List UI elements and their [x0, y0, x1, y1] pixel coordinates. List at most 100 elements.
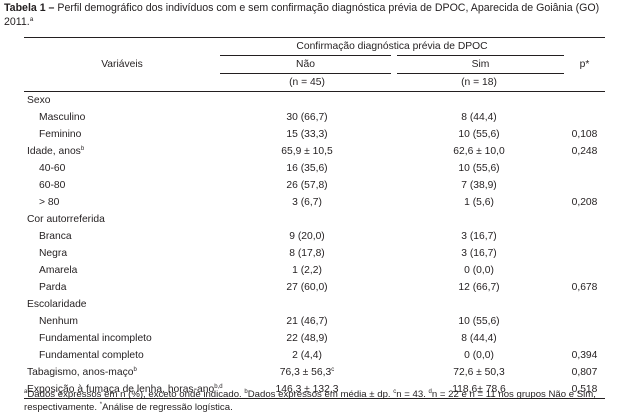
- table-caption: Tabela 1 – Perfil demográfico dos indiví…: [4, 2, 616, 29]
- table-row: Tabagismo, anos-maçob 76,3 ± 56,3c 72,6 ± …: [24, 364, 605, 381]
- footnote-marker-c: c: [393, 389, 397, 395]
- row-label-text: Tabagismo, anos-maço: [27, 367, 134, 378]
- header-row-group: Variáveis Confirmação diagnóstica prévia…: [24, 37, 605, 92]
- cell-no: 16 (35,6): [220, 160, 394, 177]
- table-row: Escolaridade: [24, 296, 605, 313]
- row-label-text: Escolaridade: [27, 299, 87, 310]
- caption-text: Perfil demográfico dos indivíduos com e …: [4, 2, 600, 28]
- cell-yes: [394, 92, 564, 110]
- cell-no: 21 (46,7): [220, 313, 394, 330]
- cell-no-value: 26 (57,8): [286, 180, 328, 191]
- cell-no-value: 9 (20,0): [289, 231, 325, 242]
- caption-label: Tabela 1 –: [4, 2, 55, 14]
- cell-yes: 10 (55,6): [458, 163, 500, 174]
- cell-no-value: 2 (4,4): [292, 350, 322, 361]
- header-col-yes: Sim: [391, 55, 564, 74]
- cell-yes: 10 (55,6): [458, 316, 500, 327]
- cell-no: 30 (66,7): [220, 109, 394, 126]
- cell-yes: 1 (5,6): [464, 197, 494, 208]
- table-row: Parda 27 (60,0) 12 (66,7) 0,678: [24, 279, 605, 296]
- cell-yes: [394, 296, 564, 313]
- table-row: Cor autorreferida: [24, 211, 605, 228]
- cell-no: 65,9 ± 10,5: [220, 143, 394, 160]
- row-label-text: Cor autorreferida: [27, 214, 105, 225]
- caption-marker: a: [29, 15, 34, 23]
- footnote-text-d: n = 22 e n = 11 nos grupos Não e Sim, re…: [24, 389, 596, 413]
- row-label-text: Nenhum: [39, 316, 78, 327]
- row-label: Fundamental incompleto: [24, 330, 220, 347]
- table-row: Masculino 30 (66,7) 8 (44,4): [24, 109, 605, 126]
- cell-yes: 3 (16,7): [461, 231, 497, 242]
- cell-no: 1 (2,2): [220, 262, 394, 279]
- row-label: 40-60: [24, 160, 220, 177]
- cell-yes: 62,6 ± 10,0: [453, 146, 505, 157]
- row-label: Parda: [24, 279, 220, 296]
- cell-no-value: 22 (48,9): [286, 333, 328, 344]
- cell-no: 146,3 ± 132,3: [220, 381, 394, 399]
- row-label: Exposição à fumaça de lenha, horas-anob,…: [24, 381, 223, 399]
- cell-no: [220, 92, 394, 110]
- table-row: 60-80 26 (57,8) 7 (38,9): [24, 177, 605, 194]
- cell-no: 27 (60,0): [220, 279, 394, 296]
- cell-yes: 118,6± 78,6: [394, 381, 564, 399]
- cell-no: 8 (17,8): [220, 245, 394, 262]
- footnote-text-a: Dados expressos em n (%), exceto onde in…: [27, 389, 245, 400]
- row-label-text: Parda: [39, 282, 67, 293]
- cell-p: [564, 92, 605, 110]
- table-row: Negra 8 (17,8) 3 (16,7): [24, 245, 605, 262]
- row-label: Sexo: [24, 92, 220, 110]
- footnote-text-b: Dados expressos em média ± dp.: [247, 389, 394, 400]
- row-label: Fundamental completo: [24, 347, 220, 364]
- row-label-text: Masculino: [39, 112, 86, 123]
- row-label: Tabagismo, anos-maçob: [24, 364, 220, 381]
- cell-p: [564, 245, 605, 262]
- cell-p: 0,248: [571, 146, 598, 157]
- row-label-text: Fundamental incompleto: [39, 333, 152, 344]
- header-variables: Variáveis: [24, 37, 220, 92]
- cell-yes: 3 (16,7): [461, 248, 497, 259]
- cell-no-value: 1 (2,2): [292, 265, 322, 276]
- row-label-sup: b,d: [214, 384, 223, 390]
- row-label: Amarela: [24, 262, 220, 279]
- cell-no-value: 76,3 ± 56,3: [279, 367, 332, 378]
- row-label-text: Negra: [39, 248, 68, 259]
- table-footnote: aDados expressos em n (%), exceto onde i…: [24, 389, 609, 414]
- cell-no-value: 16 (35,6): [286, 163, 328, 174]
- cell-yes: 0 (0,0): [464, 350, 494, 361]
- row-label: Branca: [24, 228, 220, 245]
- cell-no: 26 (57,8): [220, 177, 394, 194]
- cell-p: 0,807: [571, 367, 598, 378]
- header-group: Confirmação diagnóstica prévia de DPOC: [220, 37, 564, 56]
- table-row: Fundamental incompleto 22 (48,9) 8 (44,4): [24, 330, 605, 347]
- table-row: Exposição à fumaça de lenha, horas-anob,…: [24, 381, 605, 399]
- cell-no: 22 (48,9): [220, 330, 394, 347]
- header-n-yes: (n = 18): [394, 73, 564, 92]
- cell-no-sup: c: [331, 367, 335, 373]
- cell-no: 9 (20,0): [220, 228, 394, 245]
- row-label: Idade, anosb: [24, 143, 220, 160]
- row-label-text: Idade, anos: [27, 146, 81, 157]
- cell-p: 0,394: [571, 350, 598, 361]
- row-label-text: 60-80: [39, 180, 66, 191]
- cell-no-value: 27 (60,0): [286, 282, 328, 293]
- table-body: Sexo Masculino 30 (66,7) 8 (44,4) Feminino 15…: [24, 92, 605, 399]
- row-label-text: Branca: [39, 231, 72, 242]
- cell-yes: [394, 211, 564, 228]
- demographics-table: Variáveis Confirmação diagnóstica prévia…: [24, 37, 605, 399]
- row-label: Nenhum: [24, 313, 220, 330]
- table-row: Branca 9 (20,0) 3 (16,7): [24, 228, 605, 245]
- cell-p: [564, 262, 605, 279]
- cell-no: [220, 211, 394, 228]
- cell-p: [564, 160, 605, 177]
- cell-p: [564, 177, 605, 194]
- row-label-text: Fundamental completo: [39, 350, 144, 361]
- table-row: Nenhum 21 (46,7) 10 (55,6): [24, 313, 605, 330]
- cell-no: 76,3 ± 56,3c: [220, 364, 394, 381]
- row-label: Negra: [24, 245, 220, 262]
- row-label: Escolaridade: [24, 296, 220, 313]
- row-label-text: 40-60: [39, 163, 66, 174]
- cell-no-value: 3 (6,7): [292, 197, 322, 208]
- cell-yes: 8 (44,4): [461, 112, 497, 123]
- cell-no-value: 146,3 ± 132,3: [275, 384, 339, 395]
- cell-yes: 7 (38,9): [461, 180, 497, 191]
